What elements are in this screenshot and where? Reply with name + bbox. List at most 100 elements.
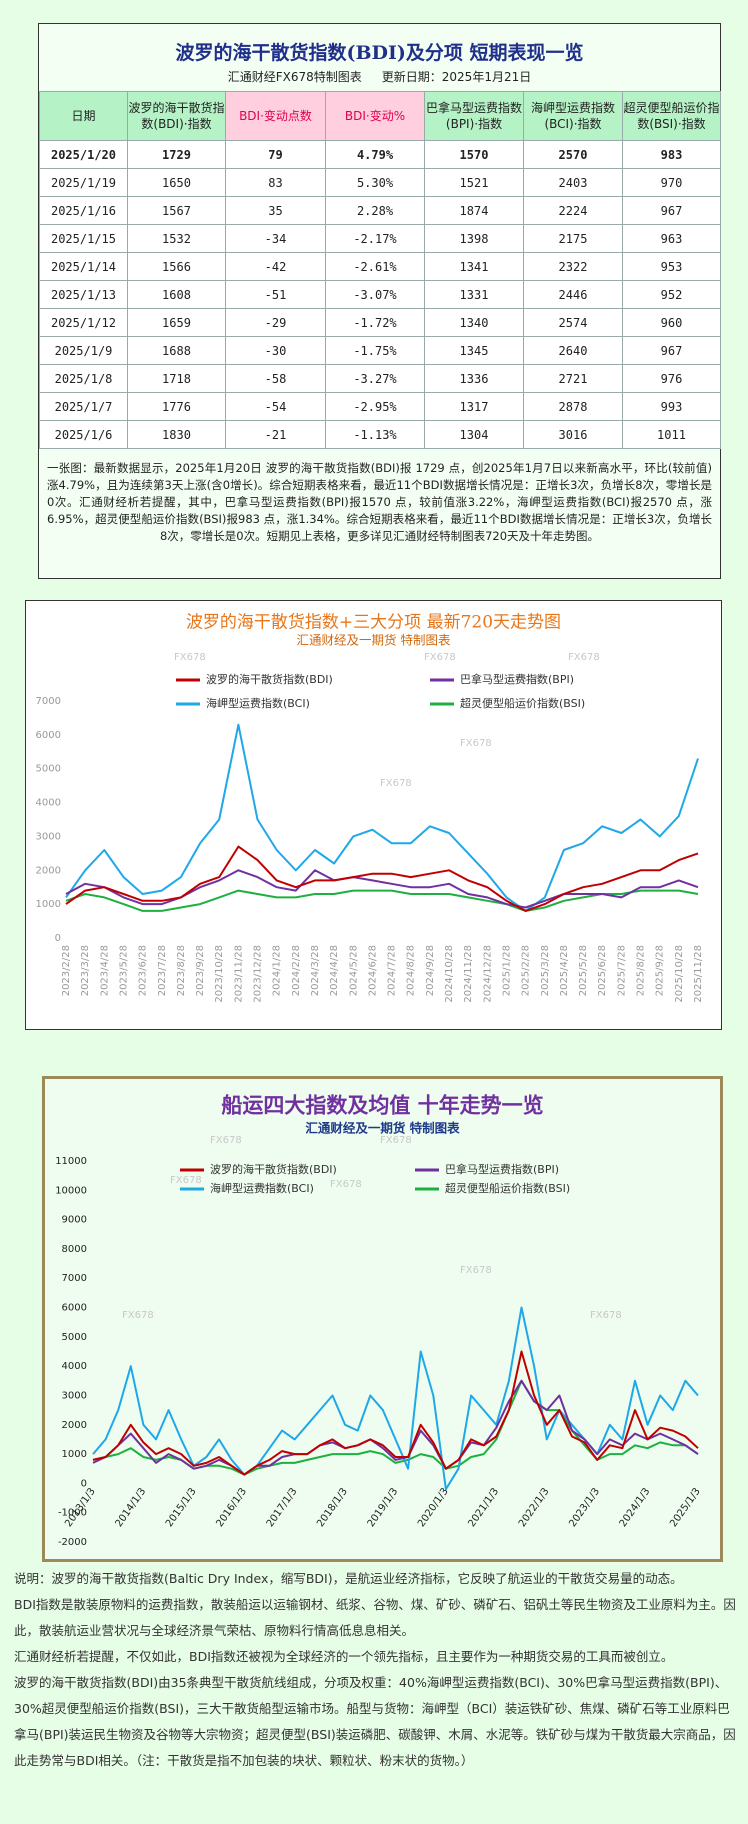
y-tick-label: 11000 [55, 1156, 87, 1167]
table-cell: 976 [622, 364, 721, 393]
x-tick-label: 2023/9/28 [195, 945, 206, 996]
panel-title: 波罗的海干散货指数(BDI)及分项 短期表现一览 [175, 42, 584, 64]
table-cell: 952 [622, 280, 721, 309]
x-tick-label: 2025/5/28 [578, 945, 589, 996]
x-tick-label: 2019/1/3 [366, 1486, 401, 1529]
x-tick-label: 2024/5/28 [348, 945, 359, 996]
x-tick-label: 2021/1/3 [466, 1486, 501, 1529]
x-tick-label: 2025/7/28 [616, 945, 627, 996]
x-tick-label: 2024/12/28 [482, 945, 493, 1003]
x-tick-label: 2024/10/28 [444, 945, 455, 1003]
x-tick-label: 2025/3/28 [540, 945, 551, 996]
table-cell: 83 [225, 168, 326, 197]
x-tick-label: 2023/5/28 [118, 945, 129, 996]
table-cell: 1874 [424, 196, 524, 225]
table-cell: 1331 [424, 280, 524, 309]
x-tick-label: 2023/2/28 [61, 945, 72, 996]
legend-label: 超灵便型船运价指数(BSI) [460, 696, 585, 710]
table-row: 2025/1/15 1532 -34 -2.17% 1398 2175 963 [39, 224, 721, 253]
table-cell: 993 [622, 392, 721, 421]
watermark: FX678 [508, 674, 540, 685]
x-tick-label: 2025/1/28 [501, 945, 512, 996]
x-tick-label: 2023/4/28 [99, 945, 110, 996]
table-row: 2025/1/20 1729 79 4.79% 1570 2570 983 [39, 140, 721, 169]
watermark: FX678 [380, 1135, 412, 1146]
x-tick-label: 2023/1/3 [567, 1486, 602, 1529]
y-tick-label: 0 [55, 933, 61, 944]
table-cell: -54 [225, 392, 326, 421]
table-cell: 1650 [127, 168, 226, 197]
table-cell: -2.95% [325, 392, 425, 421]
table-cell: -29 [225, 308, 326, 337]
table-cell: 2025/1/14 [39, 252, 128, 281]
table-row: 2025/1/8 1718 -58 -3.27% 1336 2721 976 [39, 364, 721, 393]
table-cell: 1567 [127, 196, 226, 225]
y-tick-label: -1000 [58, 1508, 87, 1519]
x-tick-label: 2024/1/3 [618, 1486, 653, 1529]
table-cell: 2025/1/7 [39, 392, 128, 421]
table-cell: -3.27% [325, 364, 425, 393]
x-tick-label: 2018/1/3 [315, 1486, 350, 1529]
y-tick-label: 9000 [62, 1215, 87, 1226]
y-tick-label: 4000 [62, 1361, 87, 1372]
table-cell: 983 [622, 140, 721, 169]
series-line [65, 723, 699, 912]
y-tick-label: 7000 [62, 1273, 87, 1284]
table-cell: 1011 [622, 420, 721, 449]
table-cell: 1345 [424, 336, 524, 365]
table-cell: 2.28% [325, 196, 425, 225]
table-cell: 2403 [523, 168, 623, 197]
update-date: 更新日期：2025年1月21日 [381, 70, 532, 84]
note-paragraph: 汇通财经析若提醒，不仅如此，BDI指数还被视为全球经济的一个领先指标，且主要作为… [14, 1649, 674, 1664]
legend-label: 海岬型运费指数(BCI) [210, 1181, 314, 1195]
table-cell: 970 [622, 168, 721, 197]
watermark: FX678 [460, 738, 492, 749]
table-row: 2025/1/13 1608 -51 -3.07% 1331 2446 952 [39, 280, 721, 309]
table-cell: 953 [622, 252, 721, 281]
watermark: FX678 [170, 1175, 202, 1186]
chart-title: 船运四大指数及均值 十年走势一览 [221, 1093, 543, 1118]
series-line [65, 889, 699, 912]
table-cell: 1317 [424, 392, 524, 421]
y-tick-label: 2000 [62, 1420, 87, 1431]
summary: 一张图：最新数据显示，2025年1月20日 波罗的海干散货指数(BDI)报 17… [47, 461, 712, 543]
table-cell: 2025/1/16 [39, 196, 128, 225]
series-line [92, 1379, 699, 1476]
table-cell: 967 [622, 336, 721, 365]
table-cell: -51 [225, 280, 326, 309]
y-tick-label: 5000 [62, 1332, 87, 1343]
table-cell: 35 [225, 196, 326, 225]
table-cell: 1718 [127, 364, 226, 393]
y-tick-label: 8000 [62, 1244, 87, 1255]
legend-label: 超灵便型船运价指数(BSI) [445, 1181, 570, 1195]
x-tick-label: 2024/8/28 [406, 945, 417, 996]
y-tick-label: 0 [81, 1478, 87, 1489]
x-tick-label: 2025/11/28 [693, 945, 704, 1003]
x-tick-label: 2024/11/28 [463, 945, 474, 1003]
table-cell: 2025/1/20 [39, 140, 128, 169]
table-cell: 2025/1/9 [39, 336, 128, 365]
x-tick-label: 2023/6/28 [138, 945, 149, 996]
chart-subtitle: 汇通财经及一期货 特制图表 [305, 1121, 460, 1136]
x-tick-label: 2023/12/28 [253, 945, 264, 1003]
table-cell: 2175 [523, 224, 623, 253]
watermark: FX678 [174, 652, 206, 663]
header-row: 日期 波罗的海干散货指数(BDI)·指数 BDI·变动点数 BDI·变动% 巴拿马型运费… [39, 91, 721, 141]
legend-label: 海岬型运费指数(BCI) [206, 696, 310, 710]
table-cell: 967 [622, 196, 721, 225]
table-cell: 1688 [127, 336, 226, 365]
table-cell: -3.07% [325, 280, 425, 309]
watermark: FX678 [210, 1135, 242, 1146]
column-header: 超灵便型船运价指数(BSI)·指数 [622, 91, 721, 141]
short-term-panel: 波罗的海干散货指数(BDI)及分项 短期表现一览 汇通财经FX678特制图表 更新… [38, 23, 721, 579]
notes: 说明：波罗的海干散货指数(Baltic Dry Index，缩写BDI)，是航运… [14, 1566, 740, 1774]
legend-label: 巴拿马型运费指数(BPI) [445, 1162, 559, 1176]
table-cell: 2570 [523, 140, 623, 169]
note-paragraph: BDI指数是散装原物料的运费指数，散装船运以运输钢材、纸浆、谷物、煤、矿砂、磷矿… [14, 1597, 736, 1638]
x-tick-label: 2014/1/3 [114, 1486, 149, 1529]
table-cell: 2640 [523, 336, 623, 365]
column-header: 巴拿马型运费指数(BPI)·指数 [424, 91, 524, 141]
watermark: FX678 [568, 652, 600, 663]
x-tick-label: 2024/3/28 [310, 945, 321, 996]
y-tick-label: 6000 [62, 1303, 87, 1314]
